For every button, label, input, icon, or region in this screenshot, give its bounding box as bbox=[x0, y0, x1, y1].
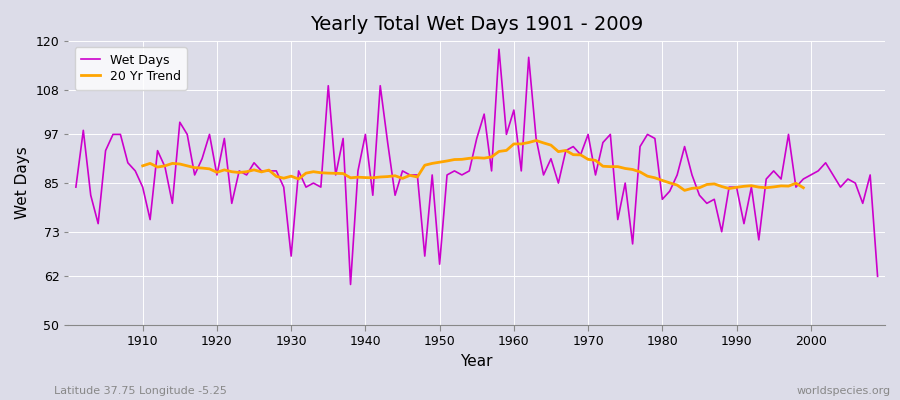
Wet Days bbox=[612, 217, 623, 222]
Wet Days bbox=[523, 55, 534, 60]
X-axis label: Year: Year bbox=[461, 354, 493, 369]
Line: 20 Yr Trend: 20 Yr Trend bbox=[143, 140, 804, 190]
20 Yr Trend bbox=[531, 138, 542, 143]
20 Yr Trend bbox=[680, 188, 690, 193]
Legend: Wet Days, 20 Yr Trend: Wet Days, 20 Yr Trend bbox=[75, 47, 187, 90]
Wet Days bbox=[345, 282, 356, 287]
20 Yr Trend bbox=[338, 171, 348, 176]
Wet Days bbox=[872, 274, 883, 279]
20 Yr Trend bbox=[798, 185, 809, 190]
Line: Wet Days: Wet Days bbox=[76, 49, 878, 284]
20 Yr Trend bbox=[138, 164, 148, 168]
Text: Latitude 37.75 Longitude -5.25: Latitude 37.75 Longitude -5.25 bbox=[54, 386, 227, 396]
Wet Days bbox=[338, 136, 348, 141]
20 Yr Trend bbox=[783, 184, 794, 188]
20 Yr Trend bbox=[227, 169, 238, 174]
Text: worldspecies.org: worldspecies.org bbox=[796, 386, 891, 396]
Wet Days bbox=[293, 168, 304, 173]
Wet Days bbox=[130, 168, 140, 173]
Wet Days bbox=[493, 47, 504, 52]
20 Yr Trend bbox=[605, 164, 616, 169]
Title: Yearly Total Wet Days 1901 - 2009: Yearly Total Wet Days 1901 - 2009 bbox=[310, 15, 644, 34]
20 Yr Trend bbox=[701, 182, 712, 187]
Wet Days bbox=[70, 185, 81, 190]
Wet Days bbox=[516, 168, 526, 173]
20 Yr Trend bbox=[716, 184, 727, 189]
Y-axis label: Wet Days: Wet Days bbox=[15, 147, 30, 220]
